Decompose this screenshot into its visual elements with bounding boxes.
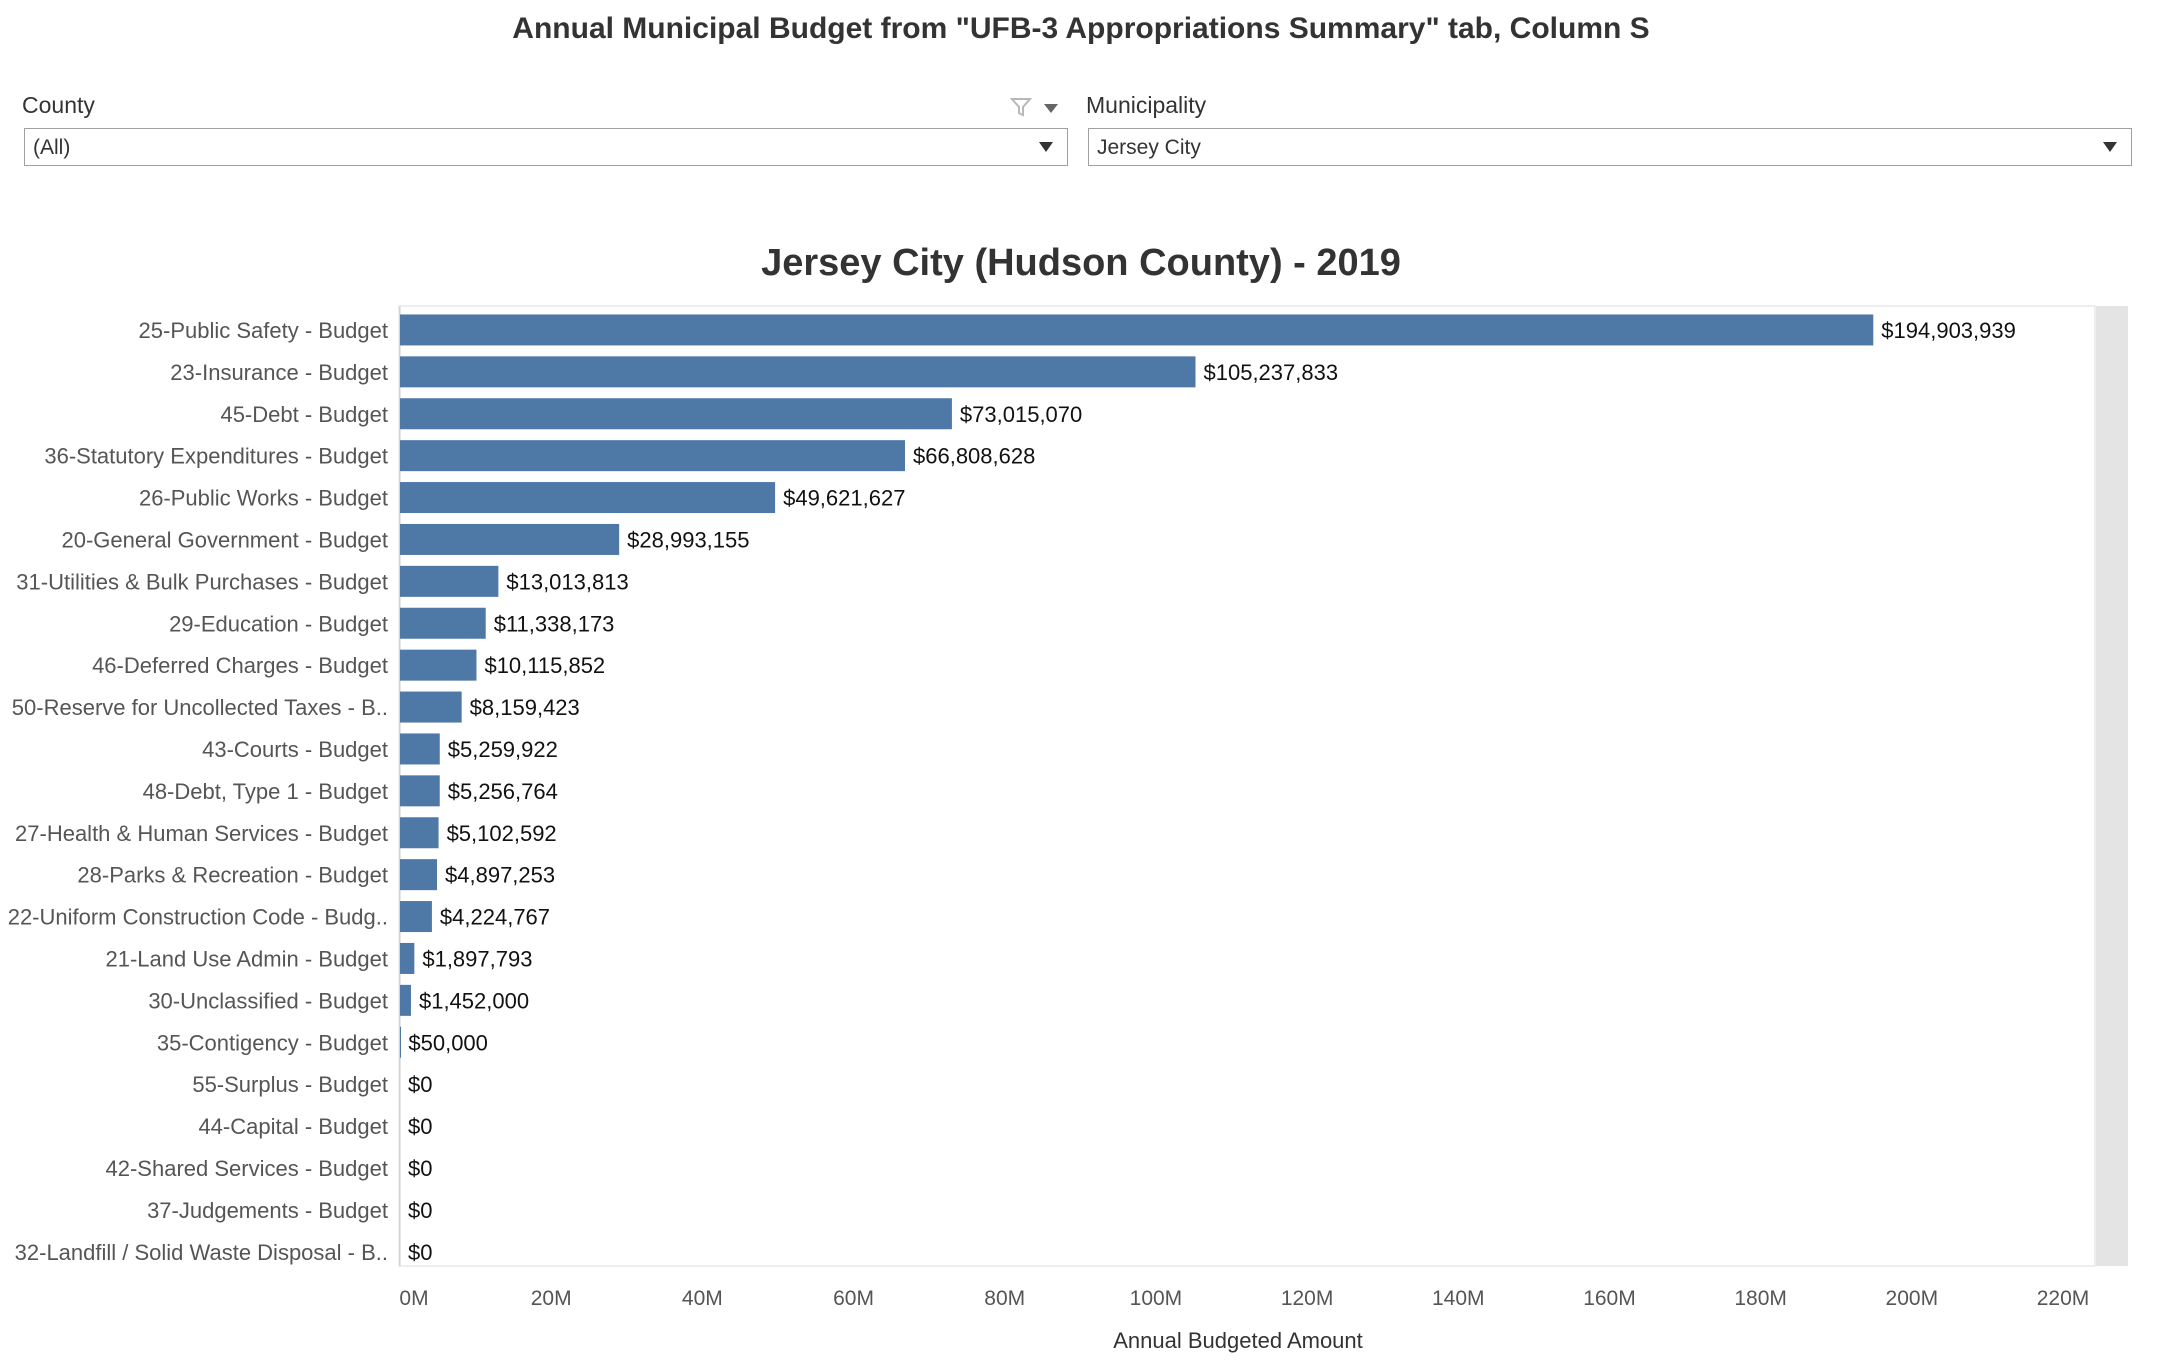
bar[interactable] <box>400 984 411 1016</box>
x-tick-label: 200M <box>1886 1287 1939 1310</box>
data-label: $4,897,253 <box>445 863 555 888</box>
data-label: $1,452,000 <box>419 988 529 1013</box>
bar[interactable] <box>400 1026 401 1058</box>
data-label: $0 <box>408 1240 432 1265</box>
chevron-down-icon[interactable] <box>2103 142 2117 152</box>
data-label: $73,015,070 <box>960 402 1082 427</box>
category-label: 45-Debt - Budget <box>220 402 388 427</box>
category-label: 31-Utilities & Bulk Purchases - Budget <box>16 569 388 594</box>
x-tick-label: 40M <box>682 1287 723 1310</box>
x-tick-label: 80M <box>984 1287 1025 1310</box>
x-tick-label: 120M <box>1281 1287 1334 1310</box>
category-label: 22-Uniform Construction Code - Budg.. <box>8 905 388 930</box>
x-tick-label: 220M <box>2037 1287 2090 1310</box>
category-label: 37-Judgements - Budget <box>147 1198 388 1223</box>
county-dropdown-value: (All) <box>33 136 71 159</box>
category-label: 43-Courts - Budget <box>202 737 388 762</box>
bar[interactable] <box>400 901 432 933</box>
county-filter-label: County <box>22 92 95 118</box>
bar[interactable] <box>400 691 462 723</box>
bar[interactable] <box>400 482 776 514</box>
x-tick-label: 160M <box>1583 1287 1636 1310</box>
category-label: 26-Public Works - Budget <box>139 486 388 511</box>
category-label: 50-Reserve for Uncollected Taxes - B.. <box>12 695 388 720</box>
x-tick-label: 0M <box>399 1287 428 1310</box>
municipality-dropdown[interactable]: Jersey City <box>1088 128 2132 166</box>
municipality-filter-label: Municipality <box>1086 92 1207 118</box>
category-label: 42-Shared Services - Budget <box>106 1156 389 1181</box>
county-dropdown[interactable]: (All) <box>24 128 1068 166</box>
bar[interactable] <box>400 859 438 891</box>
category-label: 30-Unclassified - Budget <box>148 988 388 1013</box>
category-label: 32-Landfill / Solid Waste Disposal - B.. <box>15 1240 388 1265</box>
category-label: 48-Debt, Type 1 - Budget <box>143 779 388 804</box>
bar[interactable] <box>400 649 477 681</box>
data-label: $0 <box>408 1198 432 1223</box>
category-label: 23-Insurance - Budget <box>170 360 388 385</box>
data-label: $28,993,155 <box>627 527 749 552</box>
bar[interactable] <box>400 607 486 639</box>
data-label: $0 <box>408 1156 432 1181</box>
data-label: $5,259,922 <box>448 737 558 762</box>
category-label: 36-Statutory Expenditures - Budget <box>44 444 388 469</box>
bar[interactable] <box>400 398 952 430</box>
data-label: $50,000 <box>408 1030 488 1055</box>
filter-menu-chevron-down-icon[interactable] <box>1044 104 1058 113</box>
category-label: 44-Capital - Budget <box>198 1114 388 1139</box>
municipality-dropdown-value: Jersey City <box>1097 136 1201 159</box>
chart-title: Jersey City (Hudson County) - 2019 <box>761 242 1401 284</box>
category-label: 28-Parks & Recreation - Budget <box>77 863 388 888</box>
x-tick-label: 140M <box>1432 1287 1485 1310</box>
data-label: $66,808,628 <box>913 444 1035 469</box>
x-axis-title: Annual Budgeted Amount <box>1113 1328 1363 1353</box>
bar[interactable] <box>400 775 440 807</box>
x-tick-label: 20M <box>531 1287 572 1310</box>
bars-group: 25-Public Safety - Budget $194,903,939 23-… <box>8 314 2016 1265</box>
category-label: 25-Public Safety - Budget <box>139 318 388 343</box>
data-label: $8,159,423 <box>470 695 580 720</box>
page-title: Annual Municipal Budget from "UFB-3 Appr… <box>512 12 1650 45</box>
category-label: 20-General Government - Budget <box>61 527 388 552</box>
bar[interactable] <box>400 565 499 597</box>
bar[interactable] <box>400 733 440 765</box>
data-label: $13,013,813 <box>506 569 628 594</box>
bar[interactable] <box>400 523 620 555</box>
scrollbar[interactable] <box>2096 306 2128 1266</box>
category-label: 21-Land Use Admin - Budget <box>105 946 388 971</box>
bar[interactable] <box>400 440 906 472</box>
data-label: $4,224,767 <box>440 905 550 930</box>
x-tick-label: 60M <box>833 1287 874 1310</box>
data-label: $11,338,173 <box>494 611 615 636</box>
data-label: $5,256,764 <box>448 779 558 804</box>
data-label: $49,621,627 <box>783 486 905 511</box>
bar[interactable] <box>400 356 1196 388</box>
x-tick-label: 100M <box>1130 1287 1183 1310</box>
chevron-down-icon[interactable] <box>1039 142 1053 152</box>
category-label: 29-Education - Budget <box>169 611 388 636</box>
category-label: 55-Surplus - Budget <box>192 1072 388 1097</box>
data-label: $1,897,793 <box>422 946 532 971</box>
data-label: $10,115,852 <box>484 653 605 678</box>
x-axis-ticks: 0M 20M 40M 60M 80M 100M 120M 140M 160M 180M 200M 22… <box>399 1287 2089 1310</box>
data-label: $105,237,833 <box>1204 360 1339 385</box>
data-label: $194,903,939 <box>1881 318 2016 343</box>
bar[interactable] <box>400 314 1874 346</box>
filter-icon[interactable] <box>1010 96 1032 118</box>
data-label: $0 <box>408 1114 432 1139</box>
category-label: 35-Contigency - Budget <box>157 1030 388 1055</box>
bar[interactable] <box>400 942 415 974</box>
bar[interactable] <box>400 817 439 849</box>
data-label: $0 <box>408 1072 432 1097</box>
category-label: 27-Health & Human Services - Budget <box>15 821 388 846</box>
data-label: $5,102,592 <box>447 821 557 846</box>
x-tick-label: 180M <box>1734 1287 1787 1310</box>
category-label: 46-Deferred Charges - Budget <box>92 653 388 678</box>
